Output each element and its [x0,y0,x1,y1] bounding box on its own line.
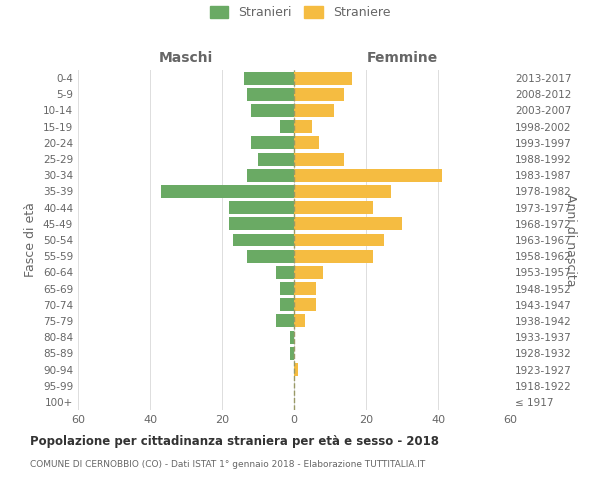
Bar [280,120,294,133]
Bar [290,330,294,344]
Bar [276,314,294,328]
Bar [294,282,316,295]
Bar [294,234,384,246]
Bar [294,152,344,166]
Bar [294,266,323,279]
Bar [244,72,294,85]
Bar [276,266,294,279]
Bar [294,201,373,214]
Bar [247,88,294,101]
Bar [229,201,294,214]
Bar [294,136,319,149]
Text: Femmine: Femmine [367,51,437,65]
Y-axis label: Fasce di età: Fasce di età [25,202,37,278]
Bar [229,218,294,230]
Bar [280,298,294,311]
Bar [294,314,305,328]
Bar [290,347,294,360]
Bar [233,234,294,246]
Bar [294,218,402,230]
Bar [161,185,294,198]
Text: Popolazione per cittadinanza straniera per età e sesso - 2018: Popolazione per cittadinanza straniera p… [30,435,439,448]
Y-axis label: Anni di nascita: Anni di nascita [564,194,577,286]
Bar [251,104,294,117]
Bar [294,250,373,262]
Bar [247,169,294,181]
Bar [247,250,294,262]
Bar [294,169,442,181]
Bar [258,152,294,166]
Bar [294,104,334,117]
Bar [280,282,294,295]
Bar [294,120,312,133]
Bar [294,363,298,376]
Text: Maschi: Maschi [159,51,213,65]
Text: COMUNE DI CERNOBBIO (CO) - Dati ISTAT 1° gennaio 2018 - Elaborazione TUTTITALIA.: COMUNE DI CERNOBBIO (CO) - Dati ISTAT 1°… [30,460,425,469]
Bar [294,185,391,198]
Bar [294,72,352,85]
Legend: Stranieri, Straniere: Stranieri, Straniere [209,6,391,19]
Bar [251,136,294,149]
Bar [294,88,344,101]
Bar [294,298,316,311]
